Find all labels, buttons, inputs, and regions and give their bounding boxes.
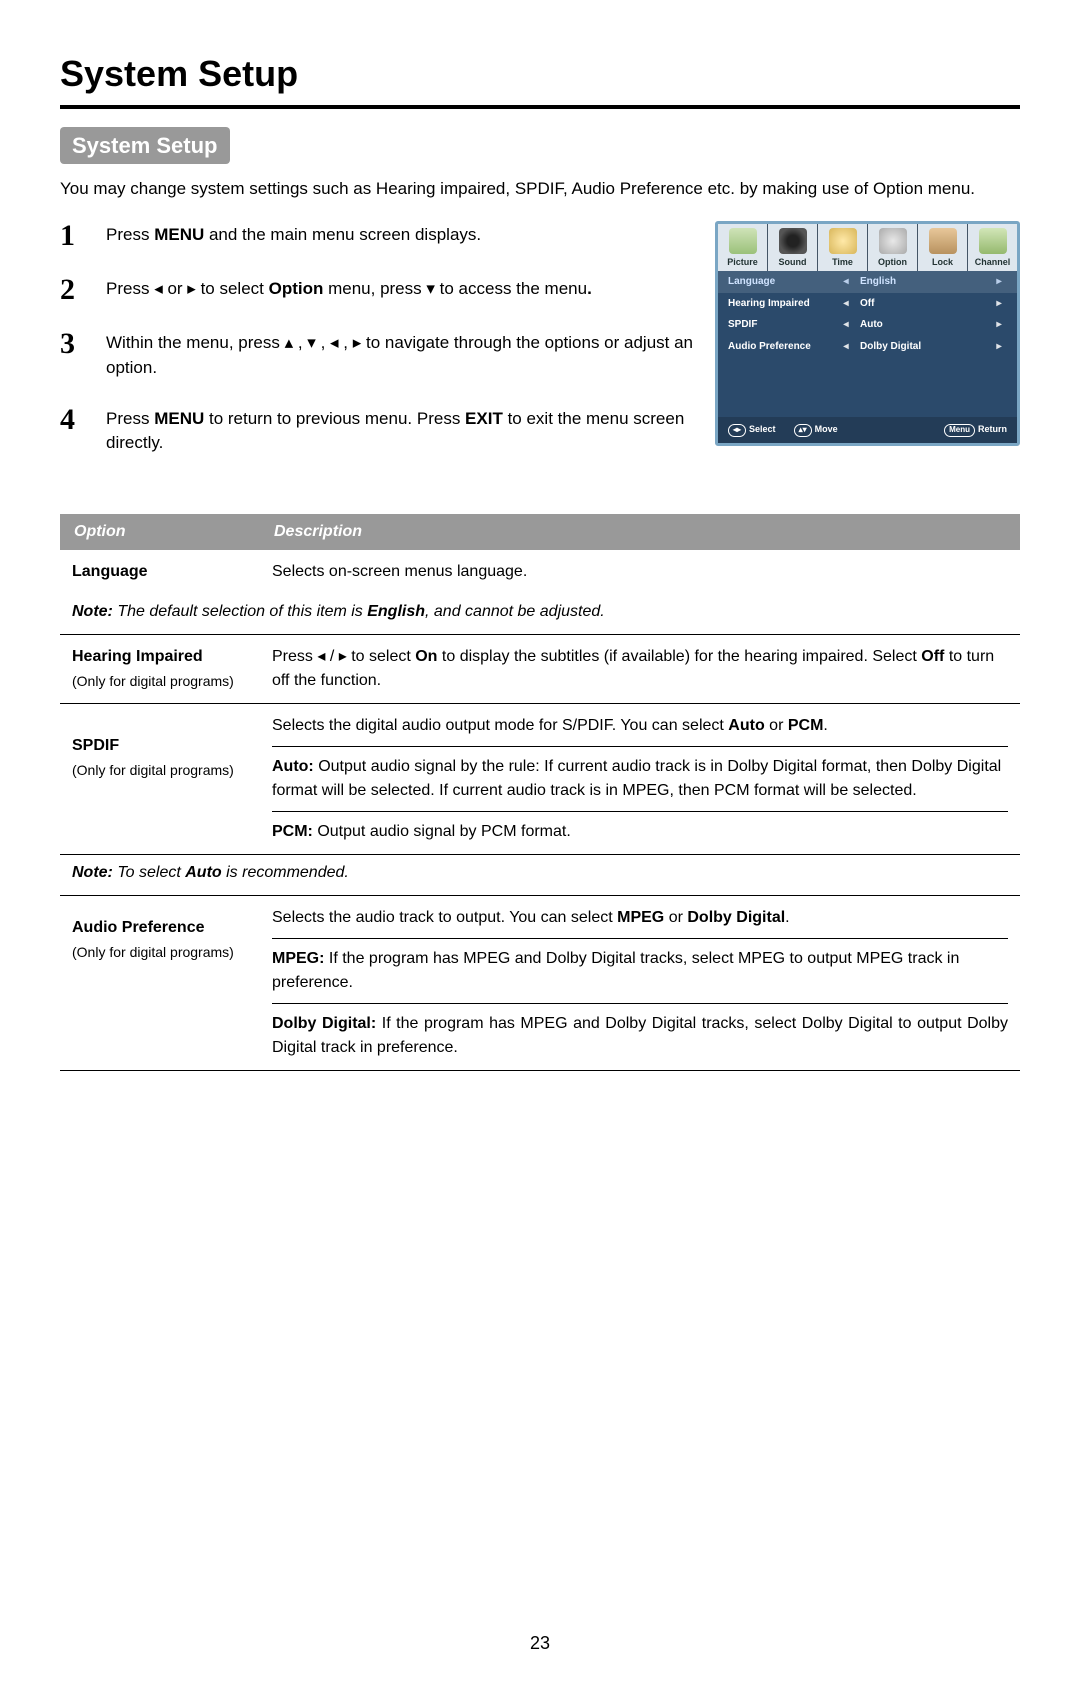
osd-tab-label: Option: [868, 256, 917, 268]
osd-option-label: Audio Preference: [728, 340, 838, 354]
step-number: 1: [60, 221, 88, 251]
osd-tab-label: Picture: [718, 256, 767, 268]
opt-spdif-note: Note: To select Auto is recommended.: [60, 854, 1020, 895]
step-text: Within the menu, press ▴ , ▾ , ◂ , ▸ to …: [106, 329, 695, 380]
osd-option-row: Hearing Impaired◂Off▸: [718, 293, 1017, 315]
opt-audio-name: Audio Preference (Only for digital progr…: [60, 895, 260, 1070]
osd-option-row: SPDIF◂Auto▸: [718, 314, 1017, 336]
left-arrow-icon: ◂: [838, 275, 854, 289]
section-badge: System Setup: [60, 127, 230, 165]
step-text: Press MENU to return to previous menu. P…: [106, 405, 695, 456]
osd-tab-icon: [779, 228, 807, 254]
osd-footer-move: Move: [815, 424, 838, 434]
right-arrow-icon: ▸: [991, 275, 1007, 289]
th-description: Description: [260, 514, 1020, 550]
osd-tab-icon: [729, 228, 757, 254]
step-text: Press ◂ or ▸ to select Option menu, pres…: [106, 275, 695, 305]
page-number: 23: [60, 1631, 1020, 1655]
osd-tab-label: Channel: [968, 256, 1017, 268]
opt-spdif-name: SPDIF (Only for digital programs): [60, 703, 260, 854]
left-arrow-icon: ◂: [838, 340, 854, 354]
osd-screenshot: PictureSoundTimeOptionLockChannel Langua…: [715, 221, 1020, 446]
osd-option-label: Language: [728, 275, 838, 289]
left-arrow-icon: ◂: [838, 297, 854, 311]
osd-tab: Option: [868, 224, 918, 271]
opt-language-note: Note: The default selection of this item…: [60, 594, 1020, 635]
step: 4 Press MENU to return to previous menu. …: [60, 405, 695, 456]
step: 2 Press ◂ or ▸ to select Option menu, pre…: [60, 275, 695, 305]
osd-option-label: Hearing Impaired: [728, 297, 838, 311]
title-rule: [60, 105, 1020, 109]
right-arrow-icon: ▸: [991, 318, 1007, 332]
osd-tab-icon: [879, 228, 907, 254]
osd-option-row: Audio Preference◂Dolby Digital▸: [718, 336, 1017, 358]
osd-tab: Sound: [768, 224, 818, 271]
osd-tab-label: Time: [818, 256, 867, 268]
left-arrow-icon: ◂: [838, 318, 854, 332]
opt-audio-desc: Selects the audio track to output. You c…: [260, 895, 1020, 1070]
osd-tab: Picture: [718, 224, 768, 271]
step-number: 4: [60, 405, 88, 456]
osd-option-value: English: [854, 275, 991, 289]
osd-tab: Channel: [968, 224, 1017, 271]
right-arrow-icon: ▸: [991, 297, 1007, 311]
osd-tab-icon: [979, 228, 1007, 254]
opt-language-name: Language: [60, 550, 260, 594]
osd-rows: Language◂English▸Hearing Impaired◂Off▸SP…: [718, 271, 1017, 357]
osd-tab: Time: [818, 224, 868, 271]
step: 1 Press MENU and the main menu screen dis…: [60, 221, 695, 251]
osd-move-icon: ▴▾: [794, 424, 812, 437]
page-title: System Setup: [60, 50, 1020, 99]
th-option: Option: [60, 514, 260, 550]
osd-option-label: SPDIF: [728, 318, 838, 332]
osd-tab-label: Lock: [918, 256, 967, 268]
step-number: 2: [60, 275, 88, 305]
right-arrow-icon: ▸: [991, 340, 1007, 354]
step: 3 Within the menu, press ▴ , ▾ , ◂ , ▸ to…: [60, 329, 695, 380]
osd-tab-icon: [929, 228, 957, 254]
osd-footer: ◂▸Select ▴▾Move MenuReturn: [718, 417, 1017, 443]
osd-return-icon: Menu: [944, 424, 975, 437]
osd-tab: Lock: [918, 224, 968, 271]
intro-text: You may change system settings such as H…: [60, 178, 1020, 201]
osd-footer-select: Select: [749, 424, 776, 434]
osd-tabs: PictureSoundTimeOptionLockChannel: [718, 224, 1017, 271]
osd-option-value: Dolby Digital: [854, 340, 991, 354]
osd-option-row: Language◂English▸: [718, 271, 1017, 293]
opt-hearing-name: Hearing Impaired (Only for digital progr…: [60, 634, 260, 703]
opt-spdif-desc: Selects the digital audio output mode fo…: [260, 703, 1020, 854]
osd-select-icon: ◂▸: [728, 424, 746, 437]
osd-footer-return: Return: [978, 424, 1007, 434]
step-text: Press MENU and the main menu screen disp…: [106, 221, 695, 251]
steps-block: 1 Press MENU and the main menu screen dis…: [60, 221, 695, 480]
osd-tab-icon: [829, 228, 857, 254]
step-number: 3: [60, 329, 88, 380]
opt-language-desc: Selects on-screen menus language.: [260, 550, 1020, 594]
osd-tab-label: Sound: [768, 256, 817, 268]
osd-option-value: Off: [854, 297, 991, 311]
options-table: Option Description Language Selects on-s…: [60, 514, 1020, 1071]
opt-hearing-desc: Press ◂ / ▸ to select On to display the …: [260, 634, 1020, 703]
osd-option-value: Auto: [854, 318, 991, 332]
